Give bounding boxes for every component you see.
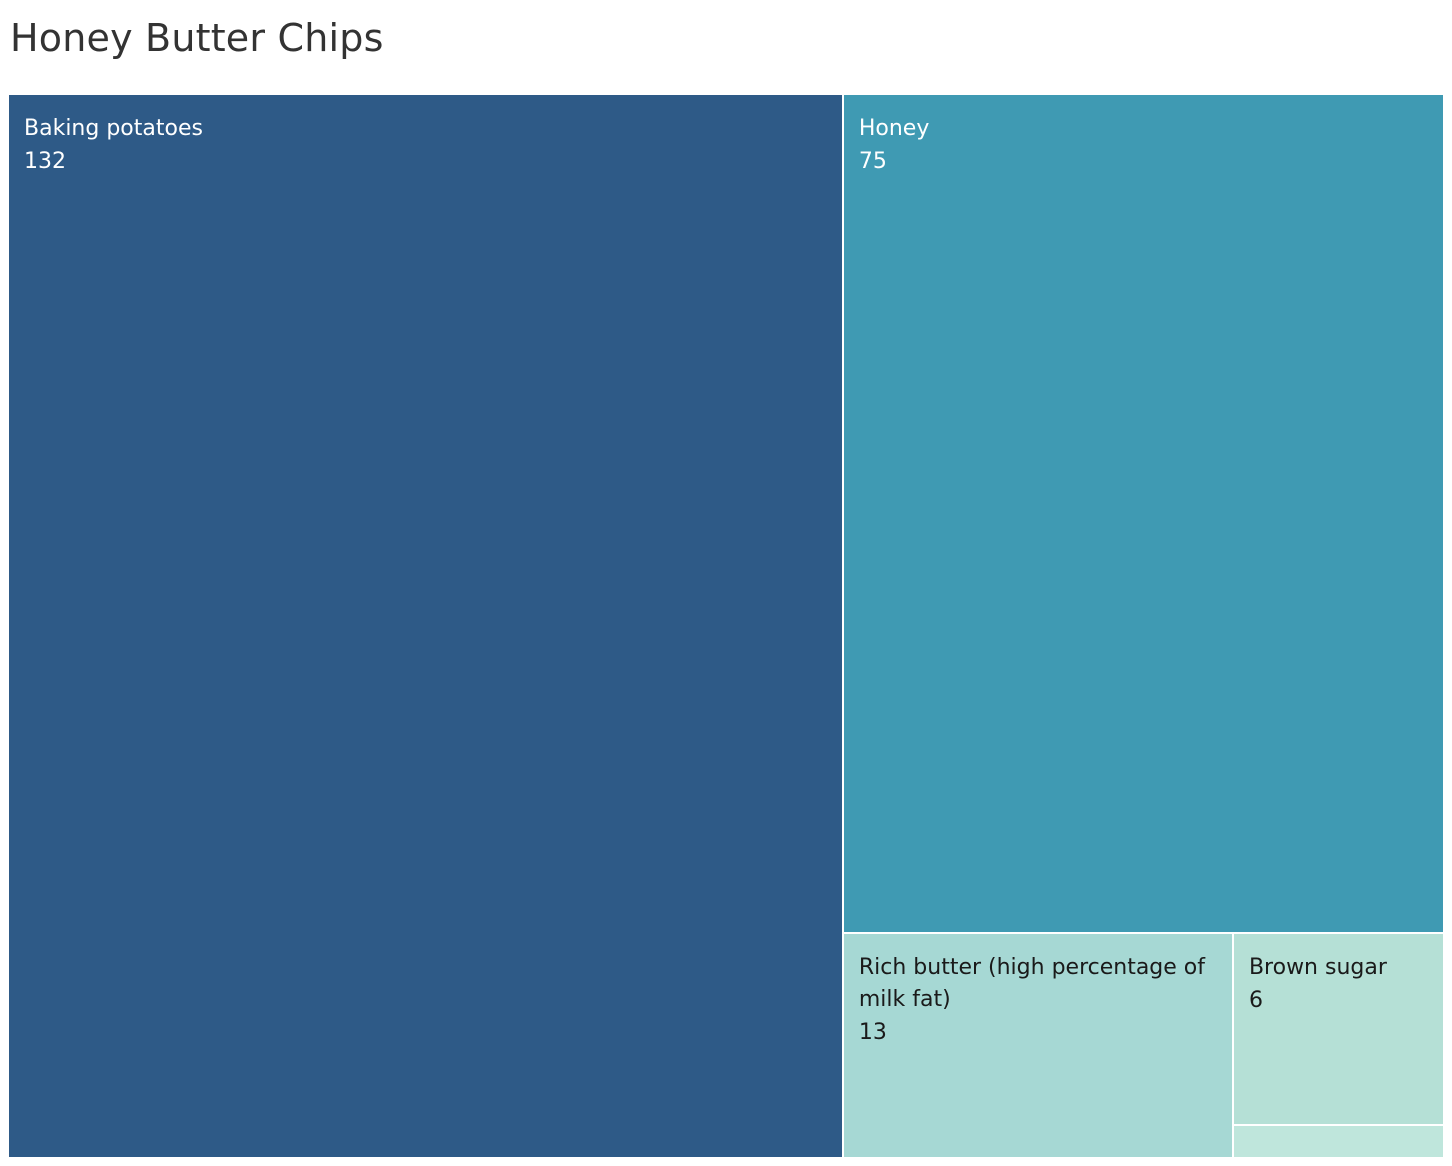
treemap-tile: Baking potatoes 132 <box>9 95 842 1157</box>
tile-label: Brown sugar <box>1248 955 1387 981</box>
tile-value: 75 <box>858 149 887 174</box>
treemap-tile: Brown sugar 6 <box>1233 934 1443 1125</box>
tile-value: 6 <box>1248 988 1263 1014</box>
chart-title: Honey Butter Chips <box>10 16 384 60</box>
treemap-tile: Rich butter (high percentage of milk fat… <box>843 934 1232 1157</box>
treemap-plot-area: Baking potatoes 132 Honey 75 Rich butter (hi… <box>9 95 1443 1157</box>
tile-label: Rich butter (high percentage of milk fat… <box>858 955 1206 1013</box>
tile-text: Baking potatoes 132 <box>24 113 830 178</box>
treemap-tile: Honey 75 <box>843 95 1443 933</box>
tile-text: Rich butter (high percentage of milk fat… <box>859 952 1220 1049</box>
treemap-tile <box>1233 1126 1443 1157</box>
tile-value: 13 <box>858 1020 887 1046</box>
tile-value: 132 <box>24 149 66 174</box>
tile-text: Honey 75 <box>859 113 1431 178</box>
tile-text: Brown sugar 6 <box>1249 952 1431 1017</box>
tile-label: Honey <box>858 116 930 141</box>
tile-label: Baking potatoes <box>24 116 203 141</box>
